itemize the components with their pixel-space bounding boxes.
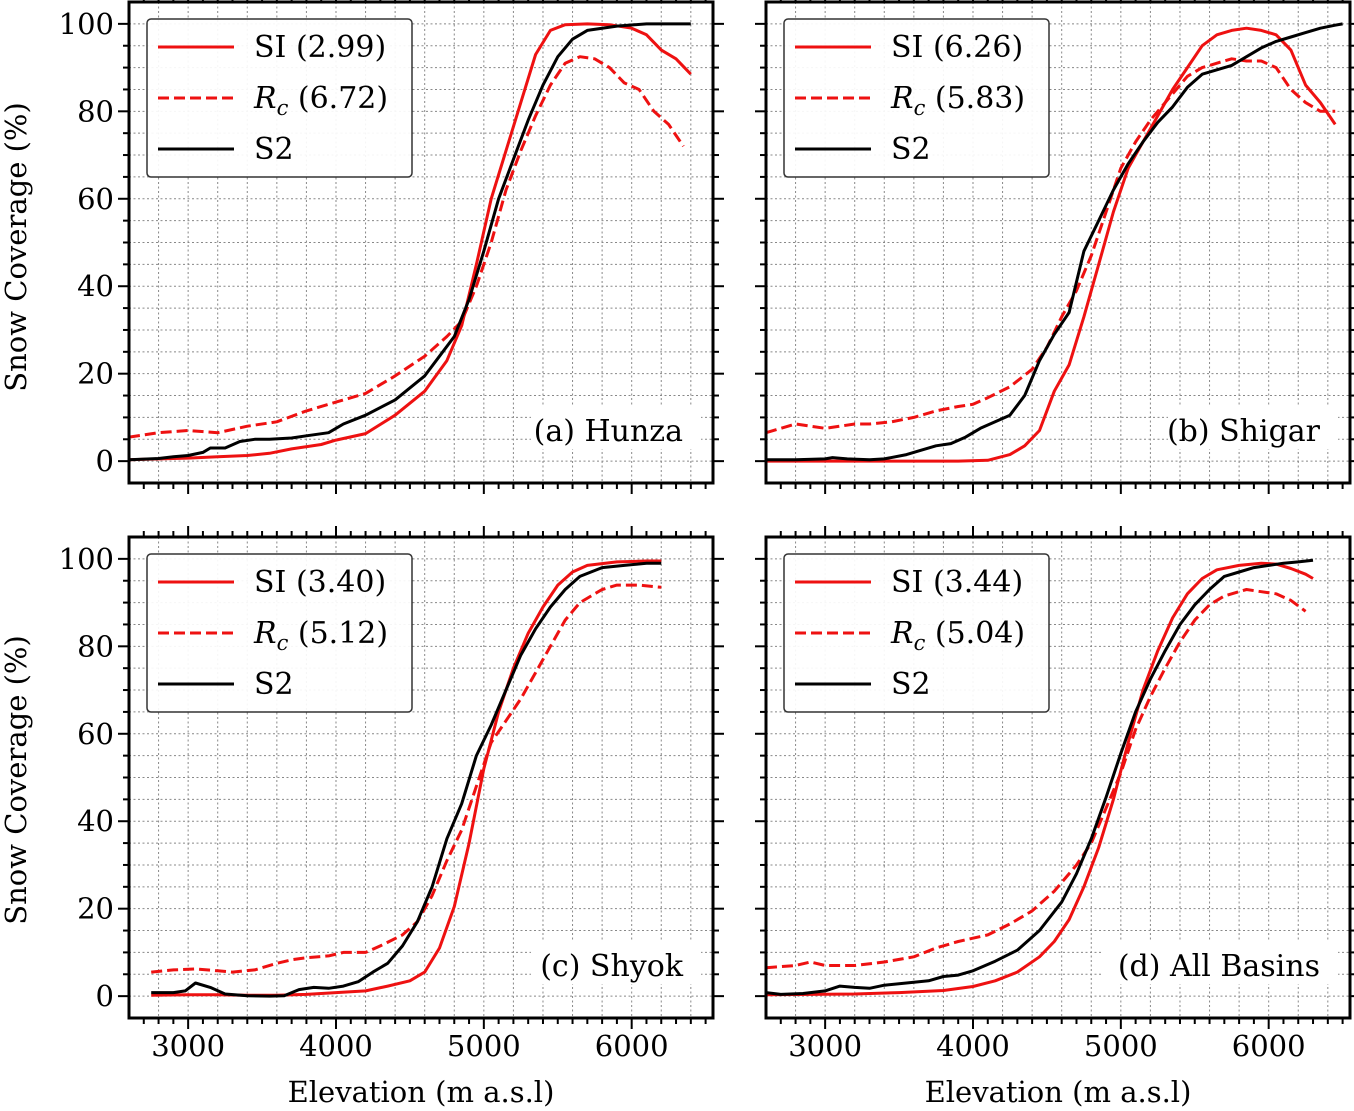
x-tick-label: 3000 [788, 1029, 862, 1063]
legend-frame [146, 18, 413, 178]
panel-shigar: (b) Shigar SI (6.26) Rc (5.83) S2 [755, 0, 1354, 494]
legend-label-si: SI (3.44) [891, 565, 1023, 600]
y-tick-label: 40 [77, 269, 114, 303]
series-line-s2 [766, 558, 1314, 996]
ticks [118, 0, 724, 494]
legend-label-rc: Rc (6.72) [253, 81, 388, 120]
legend-label-rc-value: (5.04) [925, 616, 1025, 651]
series-line-rc [151, 583, 662, 974]
y-tick-label: 100 [59, 7, 114, 41]
x-tick-label: 3000 [151, 1029, 225, 1063]
y-tick-label: 20 [77, 357, 114, 391]
legend-label-rc-symbol: R [253, 81, 277, 116]
series-group [129, 22, 692, 462]
legend-label-si: SI (3.40) [254, 565, 386, 600]
legend-label-rc-value: (5.12) [288, 616, 388, 651]
x-axis-label-left: Elevation (m a.s.l) [288, 1075, 555, 1109]
gridlines [129, 537, 713, 1018]
legend-label-rc-subscript: c [277, 631, 289, 655]
gridlines [766, 2, 1350, 483]
series-group [151, 559, 662, 998]
legend-label-s2: S2 [254, 667, 294, 702]
ticks [755, 526, 1354, 1029]
y-tick-label: 60 [77, 717, 114, 751]
legend-label-rc-subscript: c [914, 96, 926, 120]
legend-label-s2: S2 [891, 667, 931, 702]
legend-label-rc: Rc (5.12) [253, 616, 388, 655]
y-axis-label-bottom: Snow Coverage (%) [0, 635, 33, 925]
series-group [766, 558, 1314, 997]
legend-frame [783, 553, 1050, 713]
y-tick-label: 80 [77, 94, 114, 128]
x-tick-label: 6000 [1232, 1029, 1306, 1063]
legend-label-rc-symbol: R [890, 81, 914, 116]
legend-label-rc-symbol: R [890, 616, 914, 651]
y-tick-label: 60 [77, 182, 114, 216]
series-line-si [766, 561, 1314, 997]
legend-label-s2: S2 [254, 132, 294, 167]
y-tick-label: 80 [77, 629, 114, 663]
series-line-s2 [151, 561, 662, 998]
legend-label-si: SI (2.99) [254, 30, 386, 65]
x-tick-label: 5000 [447, 1029, 521, 1063]
series-line-rc [129, 55, 685, 439]
y-tick-label: 0 [96, 979, 114, 1013]
legend: SI (2.99) Rc (6.72) S2 [146, 18, 413, 178]
panel-label: (a) Hunza [534, 414, 683, 449]
x-tick-label: 4000 [936, 1029, 1010, 1063]
x-tick-label: 5000 [1084, 1029, 1158, 1063]
panel-label: (d) All Basins [1118, 949, 1320, 984]
legend-frame [783, 18, 1050, 178]
legend: SI (3.40) Rc (5.12) S2 [146, 553, 413, 713]
y-tick-label: 20 [77, 892, 114, 926]
x-tick-label: 4000 [299, 1029, 373, 1063]
legend: SI (6.26) Rc (5.83) S2 [783, 18, 1050, 178]
series-group [766, 22, 1343, 463]
y-axis-label-top: Snow Coverage (%) [0, 102, 33, 392]
legend: SI (3.44) Rc (5.04) S2 [783, 553, 1050, 713]
panel-label-bg [1168, 405, 1338, 449]
legend-label-rc: Rc (5.83) [890, 81, 1025, 120]
legend-label-rc-symbol: R [253, 616, 277, 651]
panel-label: (b) Shigar [1167, 414, 1321, 449]
panel-shyok: 3000 4000 5000 6000 0 20 40 60 80 100 (c) Shyok SI … [59, 526, 724, 1063]
legend-label-rc: Rc (5.04) [890, 616, 1025, 655]
panel-label-bg [531, 940, 701, 984]
legend-label-si: SI (6.26) [891, 30, 1023, 65]
x-axis-label-right: Elevation (m a.s.l) [925, 1075, 1192, 1109]
panel-label-bg [1102, 940, 1338, 984]
legend-label-rc-subscript: c [277, 96, 289, 120]
y-tick-label: 40 [77, 804, 114, 838]
y-tick-label: 0 [96, 444, 114, 478]
series-line-s2 [766, 22, 1343, 462]
legend-frame [146, 553, 413, 713]
legend-label-rc-subscript: c [914, 631, 926, 655]
series-line-rc [766, 57, 1336, 435]
ticks [118, 526, 724, 1029]
panel-all-basins: 3000 4000 5000 6000 (d) All Basins SI (3.44) R… [755, 526, 1354, 1063]
legend-label-rc-value: (6.72) [288, 81, 388, 116]
ticks [755, 0, 1354, 494]
legend-label-s2: S2 [891, 132, 931, 167]
legend-label-rc-value: (5.83) [925, 81, 1025, 116]
panel-label-bg [531, 405, 701, 449]
panel-label: (c) Shyok [540, 949, 684, 984]
y-tick-label: 100 [59, 542, 114, 576]
series-line-rc [766, 588, 1307, 970]
series-line-s2 [129, 22, 691, 462]
x-tick-label: 6000 [595, 1029, 669, 1063]
